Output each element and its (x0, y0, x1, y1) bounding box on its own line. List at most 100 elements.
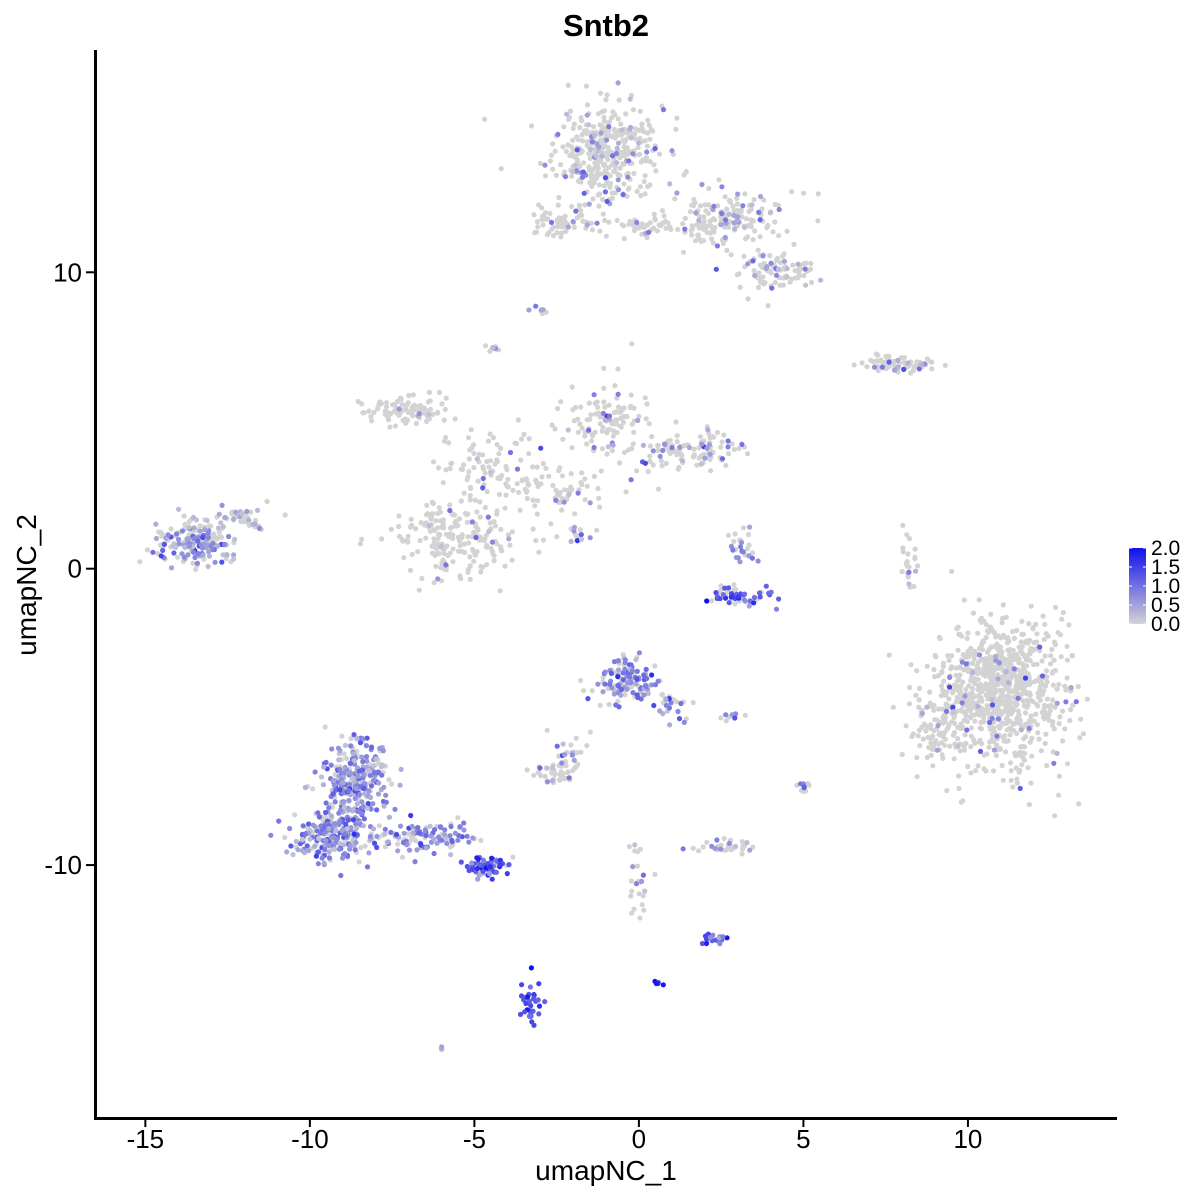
cell-point (698, 238, 704, 244)
color-legend: 2.01.51.00.50.0 (1129, 537, 1180, 636)
cell-point (1028, 603, 1034, 609)
cell-point (651, 211, 657, 217)
cell-point (573, 404, 579, 411)
cell-point (576, 213, 583, 219)
cell-point (642, 395, 648, 401)
cell-point (386, 814, 392, 820)
cell-point (436, 551, 442, 557)
cell-point (205, 534, 211, 541)
cell-point (595, 148, 601, 154)
cell-point (620, 192, 626, 198)
cell-point (715, 203, 721, 209)
cell-point (480, 475, 486, 482)
cell-point (368, 783, 375, 789)
cell-point (725, 224, 732, 230)
cell-point (606, 124, 612, 130)
cell-point (382, 831, 388, 837)
cell-point (618, 686, 625, 693)
cell-point (1005, 664, 1011, 671)
cell-point (482, 470, 488, 476)
cell-point (418, 520, 424, 526)
cell-point (306, 848, 312, 854)
cell-point (474, 509, 480, 515)
cell-point (996, 660, 1002, 666)
cell-point (972, 712, 978, 718)
cell-point (629, 910, 635, 916)
cell-point (713, 266, 719, 272)
cell-point (1042, 653, 1048, 659)
cell-point (1049, 722, 1056, 729)
cell-point (1068, 685, 1074, 691)
cell-point (522, 1009, 528, 1015)
x-tick-label: -10 (291, 1124, 329, 1154)
cell-point (912, 546, 918, 552)
cell-point (480, 466, 487, 472)
cell-point (740, 549, 746, 555)
cell-point (399, 401, 405, 407)
cell-point (1054, 686, 1060, 692)
cell-point (441, 417, 447, 423)
cell-point (361, 816, 367, 822)
cell-point (368, 414, 374, 420)
cell-point (565, 769, 571, 776)
cell-point (616, 704, 622, 710)
cell-point (701, 218, 708, 224)
cell-point (968, 645, 974, 651)
cell-point (1034, 722, 1040, 728)
cell-point (535, 224, 541, 230)
cell-point (607, 681, 613, 687)
cell-point (632, 848, 638, 854)
cell-point (450, 546, 456, 552)
cell-point (956, 725, 962, 731)
cell-point (731, 212, 737, 218)
cell-point (555, 406, 561, 412)
cell-point (630, 864, 636, 870)
cell-point (658, 222, 664, 228)
cell-point (516, 489, 522, 495)
cell-point (310, 822, 316, 828)
cell-point (708, 468, 714, 474)
cell-point (304, 843, 310, 849)
cell-point (306, 821, 312, 827)
cell-point (589, 438, 595, 444)
cell-point (913, 692, 919, 698)
cell-point (590, 175, 596, 182)
cell-point (517, 1011, 524, 1018)
cell-point (391, 408, 397, 414)
cell-point (593, 153, 599, 159)
cell-point (1051, 657, 1057, 663)
cell-point (491, 519, 497, 525)
cell-point (598, 130, 604, 136)
cell-point (467, 576, 473, 583)
cell-point (485, 438, 491, 444)
cell-point (536, 981, 542, 987)
cell-point (523, 1000, 529, 1007)
cell-point (466, 839, 472, 845)
cell-point (737, 559, 743, 565)
cell-point (757, 594, 763, 600)
cell-point (376, 402, 382, 408)
cell-point (627, 404, 634, 411)
cell-point (1063, 699, 1069, 705)
cell-point (654, 228, 661, 234)
cell-point (984, 751, 990, 757)
cell-point (526, 436, 532, 442)
cell-point (1005, 635, 1011, 641)
cell-point (949, 653, 955, 659)
cell-point (466, 566, 472, 572)
cell-point (323, 800, 329, 806)
cell-point (426, 389, 432, 395)
cell-point (348, 736, 354, 742)
cell-point (1050, 682, 1056, 688)
cell-point (359, 536, 365, 542)
cell-point (1036, 648, 1043, 654)
cell-point (328, 762, 334, 768)
cell-point (1005, 701, 1012, 707)
cell-point (540, 461, 546, 467)
cell-point (246, 517, 252, 523)
cell-point (735, 191, 741, 197)
cell-point (528, 965, 535, 971)
cell-point (999, 720, 1005, 726)
cell-point (582, 202, 588, 208)
cell-point (1000, 777, 1006, 783)
